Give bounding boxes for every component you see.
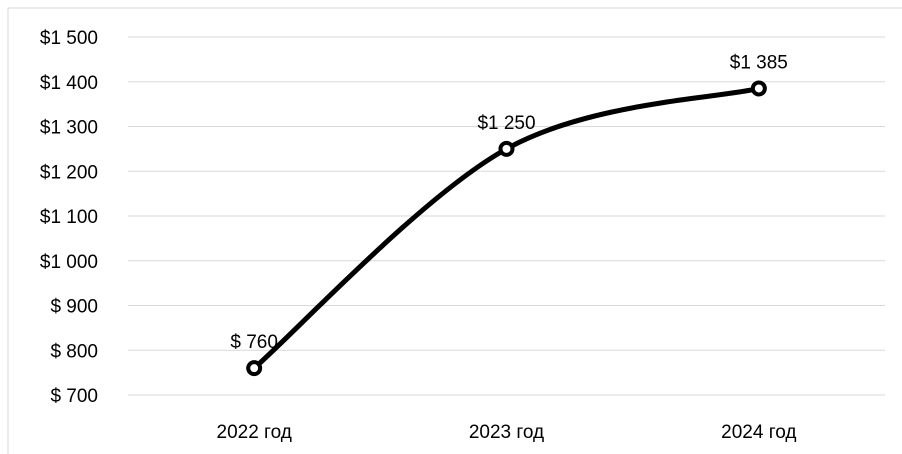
data-label: $ 760	[230, 332, 278, 353]
y-tick-label: $1 000	[40, 252, 98, 273]
y-tick-label: $1 200	[40, 162, 98, 183]
y-tick-label: $ 800	[50, 341, 98, 362]
y-tick-label: $1 500	[40, 28, 98, 49]
data-point	[498, 140, 515, 157]
data-label: $1 250	[477, 113, 535, 134]
data-label: $1 385	[730, 52, 788, 73]
x-tick-label: 2023 год	[469, 422, 544, 443]
data-point	[246, 360, 263, 377]
y-tick-label: $ 900	[50, 297, 98, 318]
data-point	[750, 80, 767, 97]
y-tick-label: $1 400	[40, 73, 98, 94]
x-tick-label: 2022 год	[217, 422, 292, 443]
y-tick-label: $ 700	[50, 386, 98, 407]
series-group	[246, 80, 767, 377]
y-axis-tick-labels: $ 700 $ 800 $ 900 $1 000 $1 100 $1 200 $1 300 $…	[40, 28, 98, 407]
x-tick-label: 2024 год	[721, 422, 796, 443]
y-tick-label: $1 300	[40, 118, 98, 139]
x-axis-tick-labels: 2022 год 2023 год 2024 год	[217, 422, 797, 443]
data-labels: $ 760 $1 250 $1 385	[230, 52, 788, 353]
y-tick-label: $1 100	[40, 207, 98, 228]
